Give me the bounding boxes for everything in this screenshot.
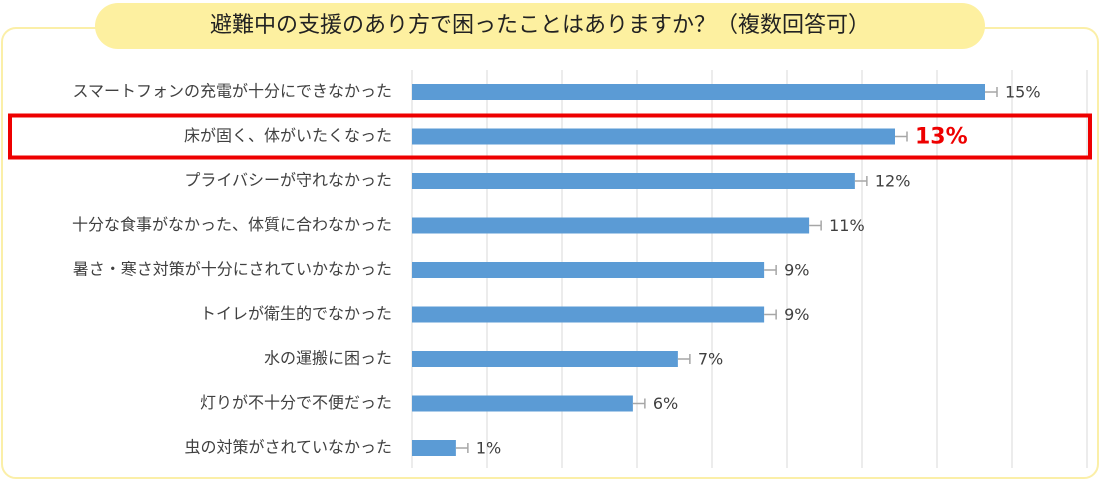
chart-title: 避難中の支援のあり方で困ったことはありますか？（複数回答可）	[210, 13, 870, 38]
bar	[412, 173, 855, 189]
value-label: 9%	[784, 261, 809, 280]
bar	[412, 128, 895, 145]
value-label: 7%	[698, 350, 723, 369]
category-label: 床が固く、体がいたくなった	[184, 126, 392, 145]
title-pill	[95, 3, 985, 49]
value-label: 15%	[1005, 83, 1041, 102]
value-label: 13%	[915, 125, 968, 150]
category-label: 水の運搬に困った	[264, 349, 392, 368]
bar	[412, 351, 678, 367]
category-label: トイレが衛生的でなかった	[200, 304, 392, 323]
bar	[412, 262, 765, 278]
category-label: プライバシーが守れなかった	[184, 171, 392, 190]
value-label: 6%	[653, 394, 678, 413]
bar	[412, 440, 456, 456]
value-label: 12%	[875, 172, 911, 191]
value-label: 9%	[784, 305, 809, 324]
bar	[412, 84, 985, 100]
bar	[412, 217, 810, 234]
value-label: 11%	[829, 216, 865, 235]
bar	[412, 306, 765, 323]
highlight-box	[8, 113, 1092, 160]
category-label: 虫の対策がされていなかった	[184, 438, 392, 457]
bar	[412, 395, 633, 412]
category-label: 灯りが不十分で不便だった	[200, 393, 392, 412]
value-label: 1%	[476, 439, 501, 458]
category-label: 十分な食事がなかった、体質に合わなかった	[72, 215, 392, 234]
category-label: スマートフォンの充電が十分にできなかった	[72, 82, 392, 101]
category-label: 暑さ・寒さ対策が十分にされていかなかった	[73, 260, 392, 279]
